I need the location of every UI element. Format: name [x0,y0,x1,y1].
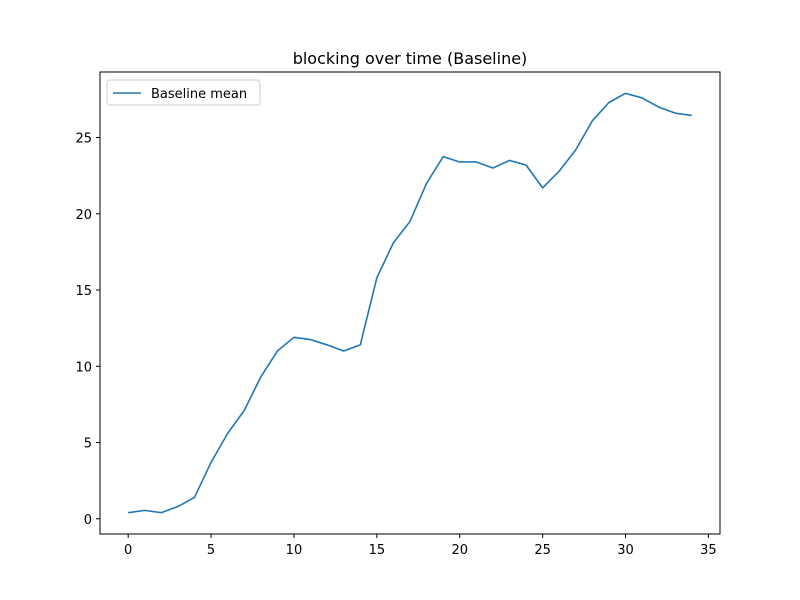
x-tick-label: 5 [207,543,215,558]
x-tick-label: 0 [124,543,132,558]
x-tick-label: 35 [700,543,717,558]
y-tick-label: 25 [75,132,92,147]
plot-area: 0 5 10 15 20 25 30 35 0 5 10 15 20 25 Baseline mean [75,71,721,558]
series-line [128,92,692,514]
x-tick-label: 25 [534,543,551,558]
x-tick-label: 20 [451,543,468,558]
y-tick-label: 0 [84,513,92,528]
legend-label: Baseline mean [151,87,247,102]
plot-frame [99,71,721,535]
x-tick-label: 10 [286,543,303,558]
y-tick-label: 5 [84,437,92,452]
legend-box [106,79,261,106]
y-tick-label: 20 [75,208,92,223]
chart-title: blocking over time (Baseline) [293,49,528,68]
y-tick-label: 15 [75,284,92,299]
x-tick-label: 30 [617,543,634,558]
x-tick-label: 15 [369,543,386,558]
y-tick-label: 10 [75,360,92,375]
